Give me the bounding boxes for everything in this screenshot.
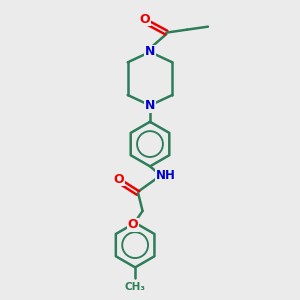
- Text: CH₃: CH₃: [124, 282, 146, 292]
- Text: O: O: [113, 172, 124, 186]
- Text: O: O: [139, 13, 150, 26]
- Text: O: O: [128, 218, 138, 231]
- Text: N: N: [145, 99, 155, 112]
- Text: N: N: [145, 45, 155, 58]
- Text: NH: NH: [155, 169, 176, 182]
